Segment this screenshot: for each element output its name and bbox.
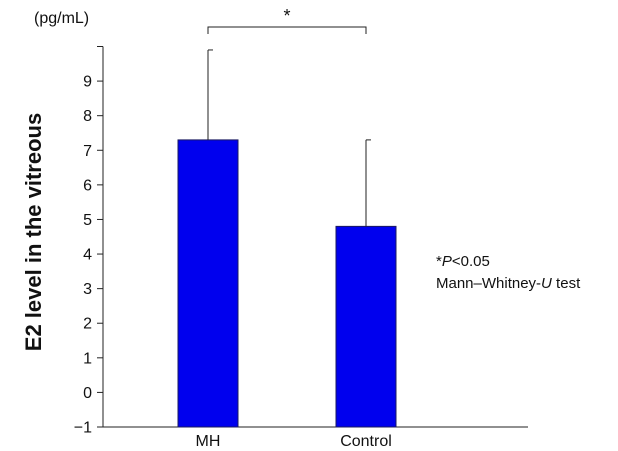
- y-tick-label: 1: [83, 350, 92, 367]
- axes: [97, 46, 528, 428]
- y-tick-label: 0: [83, 385, 92, 402]
- bars: [177, 139, 397, 428]
- annotation-p-suffix: <0.05: [452, 253, 490, 270]
- annotation-test-prefix: Mann–Whitney-: [436, 275, 541, 292]
- x-tick-label-control: Control: [340, 433, 392, 450]
- y-unit-label: (pg/mL): [34, 10, 89, 27]
- bar-control: [335, 225, 397, 428]
- x-tick-label-mh: MH: [196, 433, 221, 450]
- error-bars: [207, 49, 371, 227]
- significance-star: *: [283, 6, 290, 26]
- annotation-test-italic: U: [541, 275, 552, 292]
- annotation-p-prefix: *: [436, 253, 442, 270]
- y-tick-label: 2: [83, 316, 92, 333]
- y-tick-label: −1: [74, 420, 92, 437]
- y-tick-label: 5: [83, 212, 92, 229]
- y-tick-label: 9: [83, 74, 92, 91]
- significance-bracket: *: [207, 6, 367, 34]
- significance-bracket-line: [207, 26, 367, 34]
- y-tick-label: 6: [83, 177, 92, 194]
- y-tick-label: 3: [83, 281, 92, 298]
- bar-mh: [177, 139, 239, 428]
- annotation-p-italic: P: [442, 253, 452, 270]
- labels: −1 0 1 2 3 4 5 6 7 8 9 MH Control: [74, 74, 392, 450]
- annotation-test-suffix: test: [552, 275, 581, 292]
- annotation-test-name: Mann–Whitney-U test: [436, 275, 581, 292]
- y-axis-title: E2 level in the vitreous: [21, 113, 46, 351]
- y-tick-label: 7: [83, 143, 92, 160]
- y-tick-label: 8: [83, 108, 92, 125]
- y-tick-label: 4: [83, 247, 92, 264]
- annotation-p-value: *P<0.05: [436, 253, 490, 270]
